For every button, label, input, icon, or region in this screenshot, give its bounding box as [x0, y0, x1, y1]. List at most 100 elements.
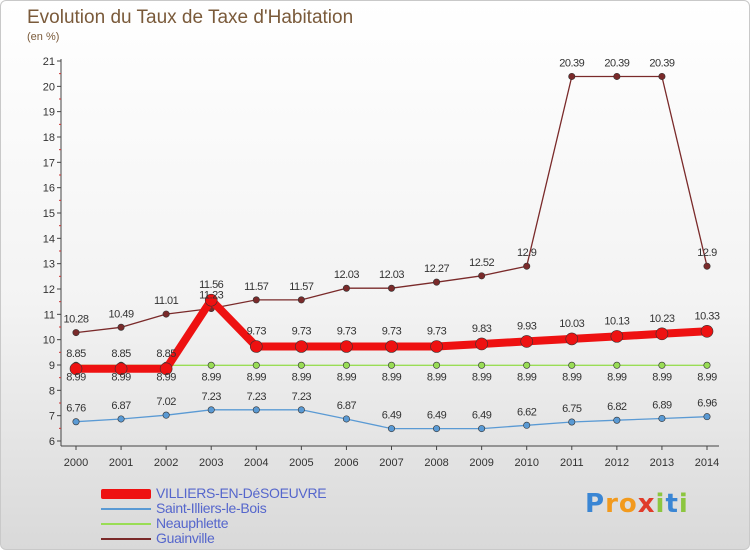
x-tick-label: 2008 — [424, 457, 448, 469]
y-tick-label: 18 — [43, 132, 55, 144]
series-2-point — [613, 416, 621, 424]
series-2-data-label: 6.87 — [111, 400, 131, 412]
series-2-data-label: 6.89 — [652, 399, 672, 411]
y-tick-label: 14 — [43, 233, 55, 245]
series-3-point — [159, 362, 173, 376]
series-3-data-label: 8.85 — [66, 348, 86, 360]
series-3-data-label: 10.13 — [604, 315, 629, 327]
x-tick-label: 2014 — [695, 457, 719, 469]
series-3-point — [204, 293, 218, 307]
y-tick-label: 20 — [43, 81, 55, 93]
series-2-data-label: 6.96 — [697, 398, 717, 410]
series-0-data-label: 12.9 — [697, 247, 717, 259]
series-2-point — [387, 425, 395, 433]
series-2-point — [207, 406, 215, 414]
legend-swatch-villiers — [101, 489, 151, 499]
series-2-point — [658, 414, 666, 422]
series-2-point — [342, 415, 350, 423]
series-0-point — [72, 329, 80, 337]
series-1-point — [703, 361, 711, 369]
series-1-data-label: 8.99 — [202, 371, 222, 383]
series-0-data-label: 11.57 — [289, 281, 314, 293]
series-2-data-label: 6.62 — [517, 406, 537, 418]
series-2-point — [252, 406, 260, 414]
x-tick-label: 2010 — [514, 457, 538, 469]
x-tick-label: 2005 — [289, 457, 313, 469]
series-0-point — [613, 72, 621, 80]
series-2-point — [72, 418, 80, 426]
proxiti-logo: Proxiti — [585, 489, 689, 519]
series-1-data-label: 8.99 — [562, 371, 582, 383]
y-tick-label: 8 — [49, 385, 55, 397]
legend-label-neauphlette: Neauphlette — [156, 515, 229, 531]
series-0-data-label: 12.9 — [517, 247, 537, 259]
series-1-data-label: 8.99 — [607, 371, 627, 383]
series-0-point — [117, 323, 125, 331]
x-tick-label: 2002 — [154, 457, 178, 469]
series-1-point — [342, 361, 350, 369]
series-3-data-label: 9.73 — [382, 326, 402, 338]
series-2-point — [297, 406, 305, 414]
series-0-data-label: 12.03 — [334, 269, 359, 281]
legend-swatch-neauphlette — [101, 523, 151, 525]
series-2-data-label: 6.82 — [607, 401, 627, 413]
y-tick-label: 15 — [43, 208, 55, 220]
y-tick-label: 6 — [49, 436, 55, 448]
series-0-data-label: 11.57 — [244, 281, 269, 293]
series-3-point — [69, 362, 83, 376]
series-1-data-label: 8.99 — [517, 371, 537, 383]
series-2-data-label: 6.49 — [427, 410, 447, 422]
series-3-data-label: 8.85 — [111, 348, 131, 360]
series-2-data-label: 7.23 — [292, 391, 312, 403]
series-3-point — [475, 337, 488, 351]
series-2-data-label: 6.75 — [562, 403, 582, 415]
series-1-point — [433, 361, 441, 369]
series-0-point — [658, 72, 666, 80]
series-0-data-label: 12.03 — [379, 269, 404, 281]
series-1-data-label: 8.99 — [66, 371, 86, 383]
series-2-data-label: 7.02 — [156, 396, 176, 408]
series-0-data-label: 11.23 — [199, 290, 224, 302]
series-3-data-label: 9.73 — [292, 326, 312, 338]
series-3-data-label: 10.33 — [694, 310, 719, 322]
series-2-point — [433, 425, 441, 433]
y-tick-label: 21 — [43, 56, 55, 68]
series-3-point — [114, 362, 128, 376]
series-1-data-label: 8.99 — [247, 371, 267, 383]
series-0-data-label: 11.01 — [154, 295, 179, 307]
series-3-data-label: 10.23 — [649, 313, 674, 325]
legend-swatch-saint-illiers — [101, 508, 151, 510]
series-0-data-label: 20.39 — [559, 57, 584, 69]
series-2-point — [162, 411, 170, 419]
series-0-data-label: 12.52 — [469, 257, 494, 269]
chart-title: Evolution du Taux de Taxe d'Habitation — [27, 7, 354, 28]
series-2-point — [703, 413, 711, 421]
series-3-data-label: 9.83 — [472, 323, 492, 335]
series-1-point — [387, 361, 395, 369]
x-tick-label: 2006 — [334, 457, 358, 469]
series-2-data-label: 6.76 — [66, 403, 86, 415]
x-tick-label: 2001 — [109, 457, 133, 469]
series-1-data-label: 8.99 — [156, 371, 176, 383]
x-tick-label: 2000 — [64, 457, 88, 469]
series-1-point — [568, 361, 576, 369]
series-1-data-label: 8.99 — [652, 371, 672, 383]
series-0-data-label: 10.49 — [109, 308, 134, 320]
series-3-data-label: 9.93 — [517, 320, 537, 332]
y-tick-label: 16 — [43, 183, 55, 195]
series-1-point — [613, 361, 621, 369]
x-tick-label: 2003 — [199, 457, 223, 469]
series-0-point — [523, 262, 531, 270]
series-0-point — [568, 72, 576, 80]
series-1-data-label: 8.99 — [382, 371, 402, 383]
y-tick-label: 11 — [44, 309, 55, 321]
series-3-data-label: 8.85 — [156, 348, 176, 360]
series-3-point — [430, 340, 443, 353]
series-1-point — [207, 361, 215, 369]
series-0-point — [252, 296, 260, 304]
series-3-data-label: 10.03 — [559, 318, 584, 330]
series-1-data-label: 8.99 — [111, 371, 131, 383]
series-1-point — [252, 361, 260, 369]
legend-swatch-guainville — [101, 538, 151, 540]
series-3-data-label: 9.73 — [337, 326, 357, 338]
